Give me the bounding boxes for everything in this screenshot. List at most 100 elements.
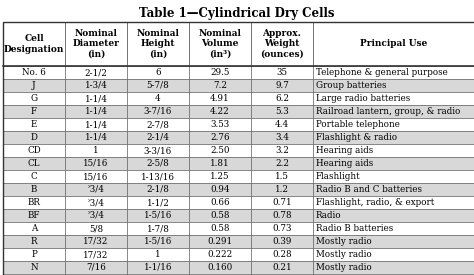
Text: 6.2: 6.2 bbox=[275, 94, 289, 103]
Bar bbox=[65, 144, 127, 157]
Bar bbox=[65, 22, 127, 66]
Text: 0.58: 0.58 bbox=[210, 224, 230, 233]
Bar bbox=[313, 118, 474, 131]
Bar bbox=[3, 66, 65, 79]
Text: 1: 1 bbox=[93, 146, 99, 155]
Text: 0.160: 0.160 bbox=[207, 263, 233, 272]
Bar bbox=[313, 105, 474, 118]
Bar bbox=[127, 235, 189, 248]
Bar bbox=[251, 144, 313, 157]
Bar bbox=[313, 170, 474, 183]
Bar bbox=[3, 157, 65, 170]
Bar bbox=[189, 118, 251, 131]
Text: 0.58: 0.58 bbox=[210, 211, 230, 220]
Text: R: R bbox=[31, 237, 37, 246]
Text: 1-1/4: 1-1/4 bbox=[84, 107, 108, 116]
Text: 1.2: 1.2 bbox=[275, 185, 289, 194]
Bar bbox=[251, 92, 313, 105]
Bar bbox=[127, 92, 189, 105]
Text: 17/32: 17/32 bbox=[83, 237, 109, 246]
Bar bbox=[189, 248, 251, 261]
Text: 1.25: 1.25 bbox=[210, 172, 230, 181]
Text: Flashlight & radio: Flashlight & radio bbox=[316, 133, 397, 142]
Bar bbox=[127, 131, 189, 144]
Bar bbox=[3, 248, 65, 261]
Text: 17/32: 17/32 bbox=[83, 250, 109, 259]
Text: A: A bbox=[31, 224, 37, 233]
Text: 2-1/8: 2-1/8 bbox=[146, 185, 169, 194]
Text: 0.66: 0.66 bbox=[210, 198, 230, 207]
Bar bbox=[251, 261, 313, 274]
Text: B: B bbox=[31, 185, 37, 194]
Bar bbox=[313, 144, 474, 157]
Bar bbox=[65, 209, 127, 222]
Text: G: G bbox=[30, 94, 37, 103]
Text: Cell
Designation: Cell Designation bbox=[4, 34, 64, 54]
Bar bbox=[313, 157, 474, 170]
Bar bbox=[189, 157, 251, 170]
Text: BR: BR bbox=[27, 198, 40, 207]
Text: 1-1/4: 1-1/4 bbox=[84, 120, 108, 129]
Bar bbox=[313, 66, 474, 79]
Bar bbox=[189, 170, 251, 183]
Text: Table 1—Cylindrical Dry Cells: Table 1—Cylindrical Dry Cells bbox=[139, 7, 335, 21]
Text: 29.5: 29.5 bbox=[210, 68, 230, 77]
Text: 3-3/16: 3-3/16 bbox=[144, 146, 172, 155]
Bar bbox=[127, 22, 189, 66]
Bar bbox=[189, 235, 251, 248]
Text: CD: CD bbox=[27, 146, 41, 155]
Text: 3.4: 3.4 bbox=[275, 133, 289, 142]
Text: Radio B and C batteries: Radio B and C batteries bbox=[316, 185, 422, 194]
Bar bbox=[251, 274, 313, 275]
Bar bbox=[251, 66, 313, 79]
Bar bbox=[313, 248, 474, 261]
Text: 5/8: 5/8 bbox=[89, 224, 103, 233]
Text: P: P bbox=[31, 250, 37, 259]
Bar bbox=[65, 183, 127, 196]
Text: Mostly radio: Mostly radio bbox=[316, 263, 372, 272]
Text: 2-1/4: 2-1/4 bbox=[146, 133, 170, 142]
Text: D: D bbox=[30, 133, 37, 142]
Bar bbox=[313, 183, 474, 196]
Text: 0.291: 0.291 bbox=[208, 237, 233, 246]
Bar bbox=[313, 235, 474, 248]
Text: Group batteries: Group batteries bbox=[316, 81, 386, 90]
Bar bbox=[251, 157, 313, 170]
Bar bbox=[3, 131, 65, 144]
Bar bbox=[3, 209, 65, 222]
Text: C: C bbox=[31, 172, 37, 181]
Bar bbox=[127, 261, 189, 274]
Text: 9.7: 9.7 bbox=[275, 81, 289, 90]
Text: 3.53: 3.53 bbox=[210, 120, 229, 129]
Bar bbox=[251, 170, 313, 183]
Bar bbox=[65, 92, 127, 105]
Bar bbox=[127, 66, 189, 79]
Bar bbox=[127, 79, 189, 92]
Bar bbox=[65, 131, 127, 144]
Bar bbox=[189, 22, 251, 66]
Bar bbox=[3, 79, 65, 92]
Text: 1-1/4: 1-1/4 bbox=[84, 133, 108, 142]
Text: Railroad lantern, group, & radio: Railroad lantern, group, & radio bbox=[316, 107, 460, 116]
Text: 4: 4 bbox=[155, 94, 161, 103]
Text: 4.22: 4.22 bbox=[210, 107, 230, 116]
Text: 0.222: 0.222 bbox=[207, 250, 233, 259]
Text: E: E bbox=[31, 120, 37, 129]
Bar bbox=[127, 222, 189, 235]
Text: Nominal
Diameter
(in): Nominal Diameter (in) bbox=[73, 29, 119, 59]
Bar bbox=[189, 92, 251, 105]
Bar bbox=[251, 235, 313, 248]
Text: Mostly radio: Mostly radio bbox=[316, 250, 372, 259]
Bar bbox=[313, 79, 474, 92]
Bar bbox=[313, 196, 474, 209]
Bar bbox=[65, 235, 127, 248]
Text: 7/16: 7/16 bbox=[86, 263, 106, 272]
Text: No. 6: No. 6 bbox=[22, 68, 46, 77]
Text: 1.5: 1.5 bbox=[275, 172, 289, 181]
Text: 2.50: 2.50 bbox=[210, 146, 230, 155]
Text: 1-7/8: 1-7/8 bbox=[146, 224, 169, 233]
Text: Mostly radio: Mostly radio bbox=[316, 237, 372, 246]
Text: Large radio batteries: Large radio batteries bbox=[316, 94, 410, 103]
Bar bbox=[189, 144, 251, 157]
Bar bbox=[3, 92, 65, 105]
